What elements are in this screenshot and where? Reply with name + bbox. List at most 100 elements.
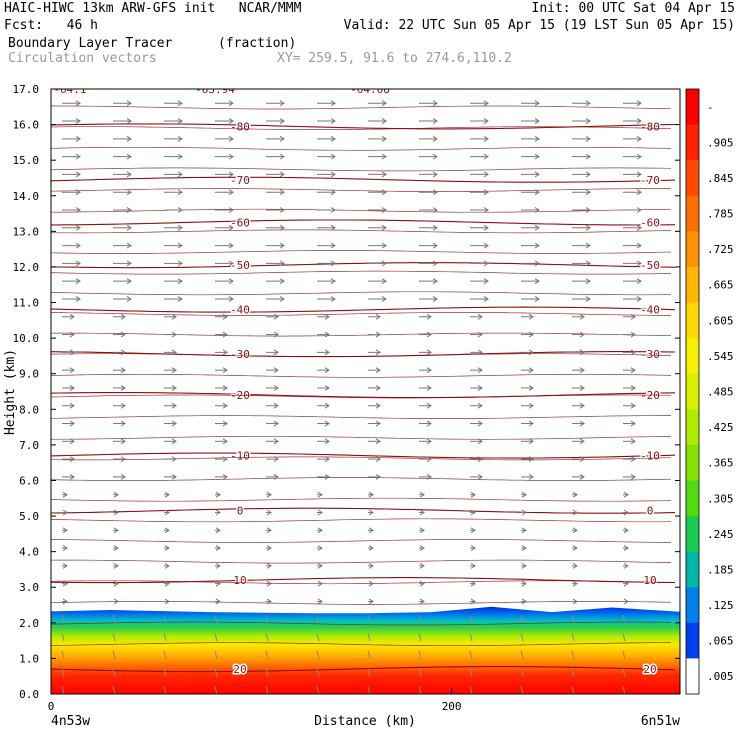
colorbar-label: .485 [707, 386, 734, 399]
contour-label-0-1: 0 [647, 505, 654, 518]
colorbar-label: .605 [707, 314, 734, 327]
vector-arrow [163, 668, 167, 677]
vector-arrow [317, 527, 323, 534]
colorbar-swatch [686, 302, 699, 339]
vector-arrow [62, 456, 75, 463]
vector-arrow [266, 171, 285, 178]
vector-arrow [215, 260, 234, 267]
vector-arrow [571, 615, 575, 624]
vector-arrow [62, 242, 81, 249]
contour-label--40-1: -40 [640, 304, 660, 317]
colorbar-label: .425 [707, 421, 734, 434]
vector-arrow [572, 331, 585, 338]
y-tick-label: 13.0 [13, 225, 40, 238]
y-tick-label: 10.0 [13, 332, 40, 345]
vector-arrow [469, 615, 473, 624]
vector-arrow [316, 668, 320, 677]
header-line1-left: HAIC-HIWC 13km ARW-GFS init NCAR/MMM [4, 1, 302, 16]
vector-arrow [164, 278, 183, 285]
vector-arrow [163, 686, 167, 694]
vector-arrow [572, 278, 591, 285]
vector-arrow [164, 420, 177, 427]
vector-arrow [623, 349, 636, 356]
vector-arrow [266, 260, 285, 267]
vector-arrow [623, 260, 642, 267]
vector-arrow [113, 135, 132, 142]
vector-arrow [623, 171, 642, 178]
vector-arrow [164, 473, 177, 480]
vector-arrow [368, 420, 381, 427]
vector-arrow [266, 100, 285, 107]
contour-label--60-1: -60 [640, 217, 660, 230]
vector-arrow [266, 349, 279, 356]
contour-line-minor [51, 394, 672, 399]
vector-arrow [164, 189, 183, 196]
vector-arrow [521, 580, 527, 587]
vector-arrow [113, 456, 126, 463]
vector-arrow [572, 118, 591, 124]
vector-arrow [215, 278, 234, 285]
vector-arrow [623, 189, 642, 196]
vector-arrow [265, 668, 269, 677]
contour-line-minor [51, 229, 672, 234]
vector-arrow [368, 456, 381, 463]
vector-arrow [215, 598, 221, 605]
vector-arrow [470, 224, 489, 231]
tracer-area [51, 606, 680, 694]
contour-line-20 [51, 666, 676, 673]
circulation-vectors [61, 100, 642, 694]
vector-arrow [623, 367, 636, 374]
vector-arrow [164, 296, 183, 302]
contour-line-minor [51, 291, 672, 296]
vector-arrow [470, 118, 489, 124]
vector-arrow [164, 118, 183, 124]
vector-arrow [317, 313, 330, 320]
vector-arrow [367, 615, 371, 624]
vector-arrow [265, 615, 269, 624]
vector-arrow [265, 632, 269, 642]
vector-arrow [62, 491, 68, 498]
vector-arrow [215, 509, 221, 516]
colorbar-label: .305 [707, 492, 734, 505]
colorbar-swatch [686, 89, 699, 126]
contour-label--60-0: -60 [230, 217, 250, 230]
vector-arrow [317, 349, 330, 356]
vector-arrow [368, 527, 374, 534]
vector-arrow [62, 224, 81, 231]
vector-arrow [520, 668, 524, 677]
vector-arrow [419, 135, 438, 142]
vector-arrow [266, 385, 279, 391]
vector-arrow [164, 456, 177, 463]
vector-arrow [62, 420, 75, 427]
vector-arrow [266, 296, 285, 302]
x-tick-label: 0 [48, 700, 55, 713]
vector-arrow [113, 207, 132, 213]
contour-label-10-1: 10 [643, 574, 656, 587]
vector-arrow [266, 545, 272, 552]
vector-arrow [470, 278, 489, 285]
contour-line-minor [51, 250, 672, 254]
vector-arrow [112, 632, 116, 642]
vector-arrow [419, 385, 432, 391]
colorbar-swatch [686, 231, 699, 268]
contour-line-minor [51, 126, 672, 130]
vector-arrow [215, 385, 228, 391]
vector-arrow [623, 242, 642, 249]
vector-arrow [113, 118, 132, 124]
vector-arrow [470, 189, 489, 196]
vector-arrow [368, 509, 374, 516]
contour-label-0-0: 0 [237, 505, 244, 518]
vector-arrow [623, 491, 629, 498]
y-tick-label: 4.0 [19, 546, 39, 559]
vector-arrow [521, 509, 527, 516]
vector-arrow [61, 615, 65, 624]
vector-arrow [419, 438, 432, 445]
vector-arrow [521, 278, 540, 285]
vector-arrow [215, 331, 228, 338]
vector-arrow [520, 650, 524, 659]
vector-arrow [572, 420, 585, 427]
vector-arrow [215, 296, 234, 302]
contour-line-minor [51, 146, 672, 151]
vector-arrow [572, 224, 591, 231]
vector-arrow [572, 598, 578, 605]
